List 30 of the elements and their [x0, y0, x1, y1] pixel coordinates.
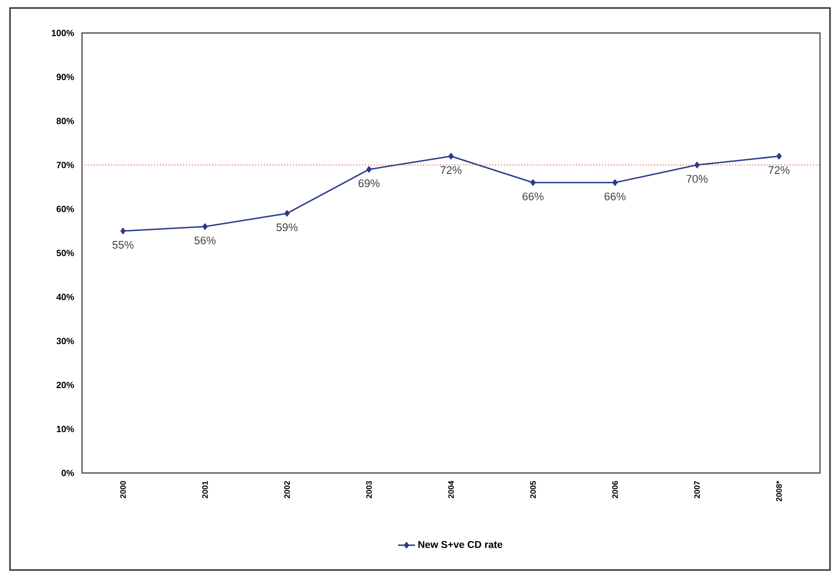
point — [120, 228, 126, 234]
y-tick-label: 90% — [56, 74, 74, 80]
y-tick-label: 10% — [56, 426, 74, 432]
y-tick-label: 20% — [56, 382, 74, 388]
point — [366, 166, 372, 173]
y-tick-label: 50% — [56, 250, 74, 256]
y-tick-label: 100% — [52, 30, 74, 36]
y-tick-label: 30% — [56, 338, 74, 344]
data-label: 70% — [686, 174, 708, 183]
data-label: 66% — [522, 192, 544, 200]
point — [284, 210, 290, 217]
data-label: 56% — [194, 236, 216, 244]
y-tick-label: 40% — [56, 294, 74, 300]
point — [776, 152, 782, 160]
legend-label: New S+ve CD rate — [418, 540, 502, 548]
point — [202, 223, 208, 230]
point — [694, 162, 700, 168]
data-label: 69% — [358, 179, 380, 188]
point — [530, 179, 536, 186]
data-label: 66% — [604, 192, 626, 200]
point — [612, 179, 618, 186]
y-tick-label: 70% — [56, 162, 74, 168]
data-label: 55% — [112, 240, 134, 249]
y-tick-label: 0% — [62, 470, 74, 476]
data-label: 72% — [768, 166, 790, 174]
point — [448, 152, 454, 160]
data-label: 72% — [440, 166, 462, 174]
data-label: 59% — [276, 223, 298, 232]
y-tick-label: 60% — [56, 206, 74, 212]
y-tick-label: 80% — [56, 118, 74, 124]
